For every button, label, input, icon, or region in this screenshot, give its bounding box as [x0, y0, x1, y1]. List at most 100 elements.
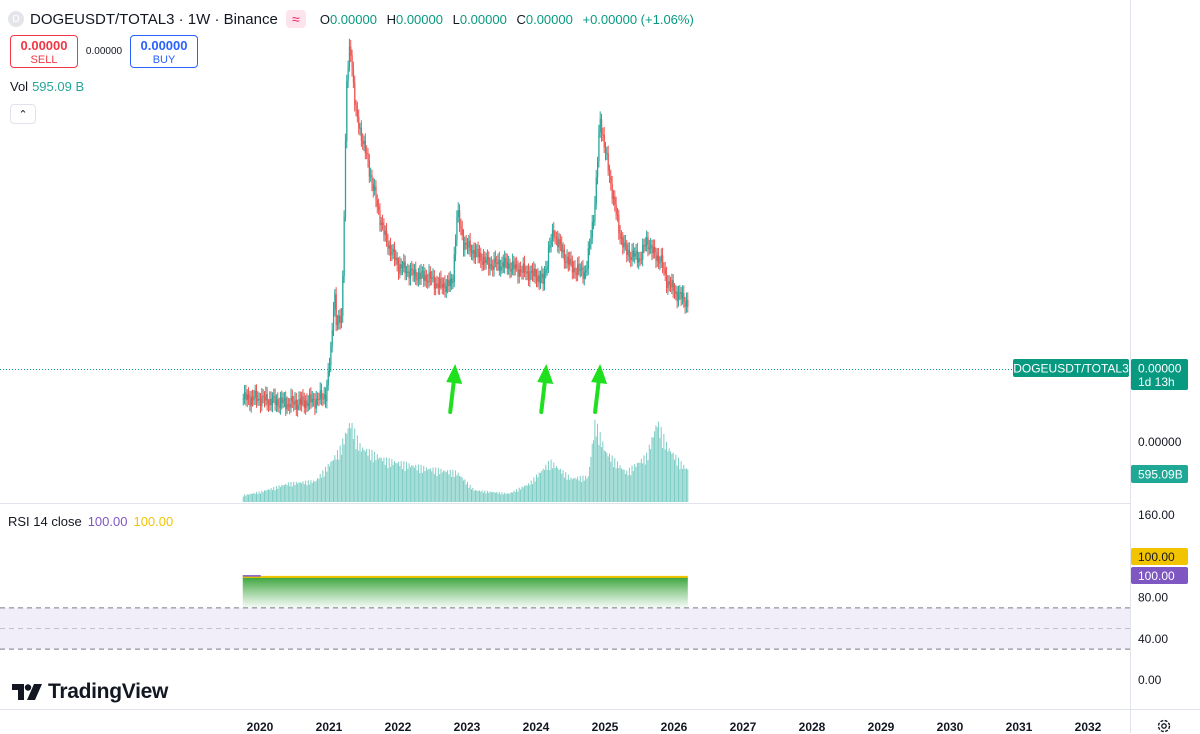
volume-bar: [371, 449, 373, 502]
volume-bar: [449, 469, 451, 502]
volume-bar: [281, 485, 283, 502]
sell-button[interactable]: 0.00000 SELL: [10, 35, 78, 68]
candle-body: [500, 266, 502, 271]
time-tick: 2022: [385, 720, 412, 733]
candle-body: [510, 269, 512, 272]
volume-bar: [598, 445, 600, 502]
volume-bar: [685, 468, 687, 502]
candle-body: [551, 230, 554, 241]
ohlc-legend: O0.00000 H0.00000 L0.00000 C0.00000 +0.0…: [314, 12, 694, 27]
volume-legend[interactable]: Vol 595.09 B: [10, 79, 84, 94]
volume-bar: [536, 474, 537, 502]
candle-body: [278, 405, 280, 408]
volume-bar: [351, 422, 353, 502]
volume-bar: [655, 425, 657, 502]
gear-icon[interactable]: [1156, 718, 1172, 734]
volume-bar: [305, 480, 307, 502]
volume-badge-bg: [1131, 465, 1188, 483]
volume-bar: [518, 487, 520, 502]
volume-bar: [310, 480, 312, 502]
symbol-badge-label: DOGEUSDT/TOTAL3: [1013, 362, 1129, 376]
candle-body: [627, 249, 629, 256]
volume-bar: [676, 465, 678, 502]
candle-body: [306, 400, 308, 406]
candle-body: [263, 396, 266, 401]
candle-body: [541, 273, 543, 278]
volume-bar: [652, 437, 654, 502]
candle-body: [532, 270, 534, 276]
candle-body: [630, 257, 632, 261]
volume-bar: [274, 490, 276, 502]
candle-body: [534, 268, 536, 277]
volume-bar: [372, 462, 374, 502]
volume-bar: [610, 461, 612, 502]
volume-bar: [608, 453, 610, 502]
candle-body: [299, 398, 302, 405]
chevron-up-icon[interactable]: ⌃: [10, 104, 36, 124]
symbol-title[interactable]: DOGEUSDT/TOTAL3 · 1W · Binance: [30, 10, 278, 28]
candle-body: [622, 237, 624, 248]
time-tick: 2027: [730, 720, 757, 733]
candle-body: [670, 284, 672, 288]
candle-body: [382, 222, 384, 226]
volume-bar: [664, 449, 666, 502]
volume-bar: [271, 489, 273, 502]
sell-price: 0.00000: [20, 38, 68, 53]
compare-icon[interactable]: ≈: [285, 10, 306, 28]
volume-bar: [501, 492, 503, 502]
candle-body: [460, 225, 462, 229]
candle-body: [253, 397, 255, 401]
candle-body: [566, 256, 568, 263]
candle-body: [428, 272, 430, 283]
candle-body: [647, 237, 649, 250]
last-price-badge-bg: [1131, 359, 1188, 390]
volume-bar: [605, 451, 606, 502]
volume-bar: [404, 471, 406, 502]
candle-body: [293, 401, 295, 405]
green-arrow-shaft: [593, 376, 602, 414]
volume-bar: [432, 467, 434, 502]
candle-body: [581, 267, 583, 270]
candle-body: [524, 263, 526, 273]
candle-body: [677, 293, 680, 302]
ohlc-change: +0.00000 (+1.06%): [582, 11, 694, 27]
candle-body: [378, 206, 380, 210]
candle-body: [252, 396, 254, 401]
volume-bar: [659, 437, 661, 502]
candle-body: [351, 55, 353, 70]
candle-body: [315, 398, 317, 409]
candle-body: [461, 228, 463, 236]
rsi-legend[interactable]: RSI 14 close 100.00 100.00: [8, 514, 173, 529]
candle-body: [344, 141, 347, 217]
candle-body: [290, 396, 292, 408]
ohlc-close-key: C: [516, 11, 526, 27]
time-tick: 2030: [937, 720, 964, 733]
candle-body: [639, 258, 641, 260]
volume-bar: [307, 480, 309, 502]
volume-bar: [570, 477, 572, 502]
buy-button[interactable]: 0.00000 BUY: [130, 35, 198, 68]
volume-bar: [411, 465, 413, 502]
candle-body: [528, 271, 530, 281]
arrow-2022-low: [446, 364, 463, 414]
volume-bar: [593, 440, 595, 502]
candle-body: [663, 267, 665, 269]
volume-bar: [534, 481, 536, 502]
candle-body: [606, 153, 608, 155]
volume-bar: [252, 493, 254, 502]
candle-body: [518, 269, 520, 277]
candle-body: [368, 160, 371, 177]
candle-body: [668, 281, 670, 285]
candle-body: [623, 242, 625, 248]
volume-bar: [577, 476, 579, 502]
tradingview-logo[interactable]: TradingView: [12, 680, 168, 704]
volume-bar: [484, 490, 486, 502]
volume-bar: [399, 466, 401, 502]
candle-body: [684, 301, 686, 307]
volume-bar: [528, 483, 530, 502]
candle-body: [335, 294, 337, 326]
candle-body: [490, 264, 493, 266]
volume-bar: [619, 465, 621, 502]
volume-bar: [258, 491, 260, 502]
